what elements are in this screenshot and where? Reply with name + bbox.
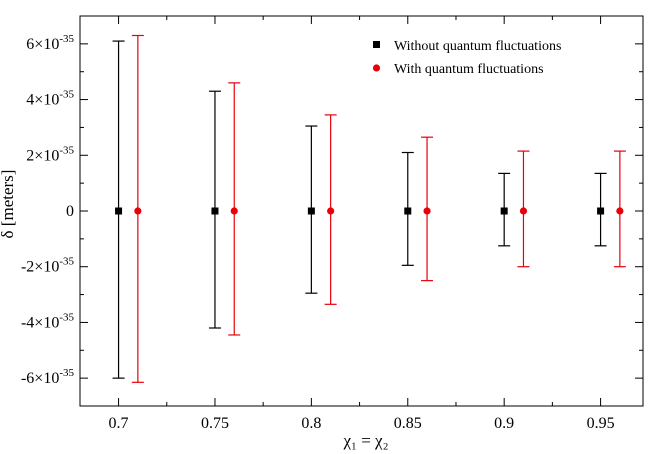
y-tick-label: 6×10-35 xyxy=(26,33,74,53)
series-with-fluctuations xyxy=(131,34,626,383)
series-without-fluctuations xyxy=(112,40,607,379)
legend-label-with-fluctuations: With quantum fluctuations xyxy=(394,62,544,77)
data-point xyxy=(115,207,123,215)
data-point xyxy=(327,207,335,215)
plot-layer xyxy=(112,34,626,383)
data-point xyxy=(230,207,238,215)
x-tick-label: 0.95 xyxy=(587,415,615,432)
x-axis-title: χ₁ = χ₂ xyxy=(342,431,388,450)
data-point xyxy=(519,207,528,215)
data-point xyxy=(211,207,219,215)
legend-marker-with-fluctuations xyxy=(372,64,381,72)
y-axis-title: δ [meters] xyxy=(0,170,17,239)
legend: Without quantum fluctuations With quantu… xyxy=(372,39,561,77)
x-tick-label: 0.9 xyxy=(494,415,514,432)
x-tick-label: 0.8 xyxy=(301,415,321,432)
axes-layer: 0.7 0.75 0.8 0.85 0.9 0.95 -6×10-35 -4×10-35 -2×… xyxy=(21,16,643,432)
data-point xyxy=(307,207,315,215)
x-tick-label: 0.85 xyxy=(394,415,422,432)
y-tick-label: -2×10-35 xyxy=(21,256,75,276)
y-tick-label: -6×10-35 xyxy=(21,367,75,387)
plot-frame xyxy=(79,15,644,407)
data-point xyxy=(500,207,508,215)
x-tick-label: 0.7 xyxy=(109,415,129,432)
data-point xyxy=(423,207,431,215)
y-tick-label: 0 xyxy=(66,203,74,220)
y-tick-label: 4×10-35 xyxy=(26,89,74,109)
x-tick-label: 0.75 xyxy=(201,415,229,432)
data-point xyxy=(404,207,412,215)
y-tick-label: 2×10-35 xyxy=(26,144,74,164)
y-tick-label: -4×10-35 xyxy=(21,311,75,331)
legend-label-without-fluctuations: Without quantum fluctuations xyxy=(394,39,561,54)
legend-marker-without-fluctuations xyxy=(373,41,380,48)
data-point xyxy=(134,207,142,215)
data-point xyxy=(616,207,624,215)
data-point xyxy=(597,207,605,215)
